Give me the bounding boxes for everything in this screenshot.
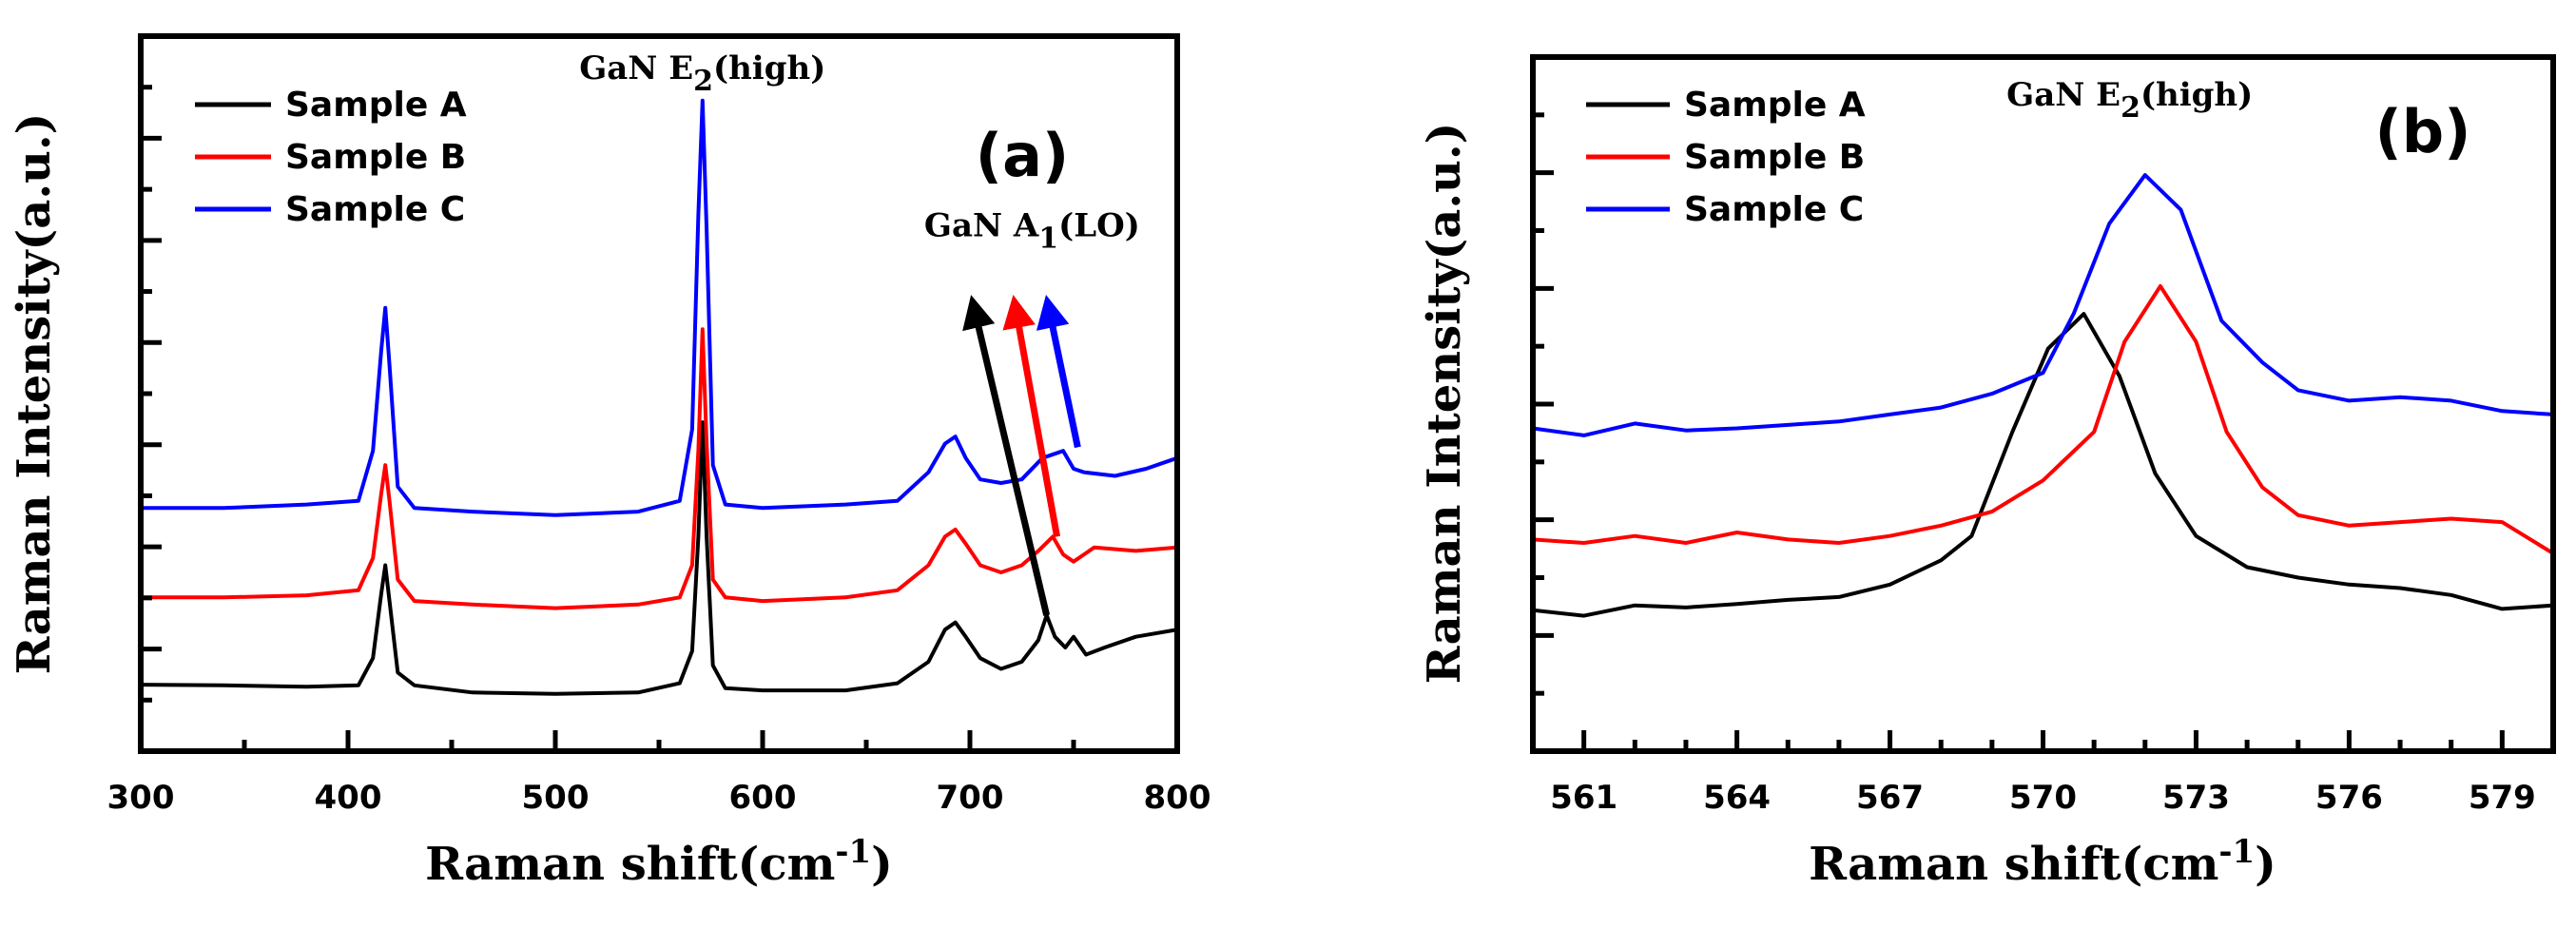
peak-annotation-e2: GaN E2(high)	[579, 49, 825, 98]
x-axis-title: Raman shift(cm-1)	[425, 833, 893, 891]
x-tick-label: 700	[937, 779, 1004, 817]
panel-label: (b)	[2374, 97, 2470, 166]
x-tick-label: 576	[2315, 779, 2383, 817]
chart-panel-b: 561 564 567 570 573 576 579 Sample A Sample B Sam…	[1418, 54, 2556, 891]
y-axis-title: Raman Intensity(a.u.)	[8, 113, 61, 675]
series-line-sample-c	[1533, 173, 2553, 437]
x-axis-title-suffix: )	[871, 838, 893, 891]
x-tick-label: 400	[315, 779, 382, 817]
x-tick-label: 800	[1144, 779, 1211, 817]
x-tick-label: 579	[2469, 779, 2536, 817]
panel-label: (a)	[976, 121, 1070, 190]
x-axis-title-main: Raman shift(cm	[425, 838, 835, 891]
chart-panel-a: 300 400 500 600 700 800 Sample A Sample B Sample…	[8, 33, 1211, 891]
shift-arrow	[1002, 294, 1061, 538]
annotation-main: GaN A	[924, 207, 1039, 245]
x-axis-title-superscript: -1	[2218, 833, 2255, 871]
y-axis-title: Raman Intensity(a.u.)	[1418, 123, 1471, 685]
series-line-sample-b	[141, 327, 1177, 610]
x-axis-title: Raman shift(cm-1)	[1809, 833, 2276, 891]
annotation-subscript: 1	[1038, 222, 1058, 256]
peak-annotation-a1: GaN A1(LO)	[924, 207, 1140, 256]
x-tick-label: 600	[729, 779, 797, 817]
legend-label: Sample A	[1684, 86, 1866, 125]
annotation-suffix: (high)	[713, 49, 825, 87]
x-tick-label: 570	[2009, 779, 2077, 817]
shift-arrow	[962, 295, 1051, 616]
legend-label: Sample C	[285, 190, 465, 229]
x-axis-title-main: Raman shift(cm	[1809, 838, 2218, 891]
x-tick-label: 564	[1703, 779, 1771, 817]
x-tick-label: 567	[1856, 779, 1924, 817]
x-axis-title-suffix: )	[2255, 838, 2276, 891]
annotation-main: GaN E	[2006, 76, 2121, 114]
x-axis-title-superscript: -1	[835, 833, 871, 871]
series-line-sample-b	[1533, 283, 2553, 555]
annotation-subscript: 2	[2121, 91, 2140, 125]
peak-annotation-e2: GaN E2(high)	[2006, 76, 2253, 125]
legend-label: Sample A	[285, 86, 467, 125]
series-group	[1533, 173, 2553, 618]
annotation-suffix: (LO)	[1058, 207, 1140, 245]
shift-arrow	[1036, 295, 1081, 449]
x-tick-label: 500	[522, 779, 590, 817]
series-line-sample-a	[141, 420, 1177, 696]
x-tick-label: 561	[1550, 779, 1617, 817]
legend-label: Sample B	[1684, 138, 1865, 177]
legend-label: Sample C	[1684, 190, 1864, 229]
annotation-main: GaN E	[579, 49, 693, 87]
annotation-subscript: 2	[693, 65, 713, 98]
x-tick-label: 573	[2162, 779, 2230, 817]
annotation-suffix: (high)	[2140, 76, 2253, 114]
x-tick-label: 300	[107, 779, 175, 817]
series-line-sample-a	[1533, 312, 2553, 618]
legend-label: Sample B	[285, 138, 466, 177]
